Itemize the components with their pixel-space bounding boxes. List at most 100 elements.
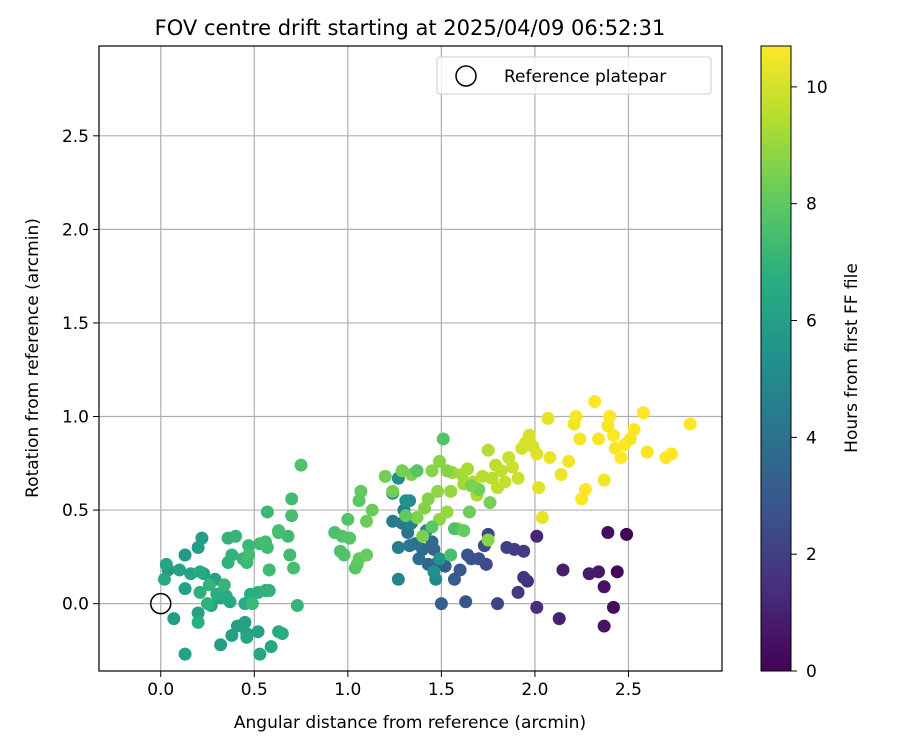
data-point (386, 484, 400, 498)
legend-marker-icon (455, 65, 477, 87)
colorbar-tick-label: 6 (806, 312, 817, 332)
data-point (530, 447, 544, 461)
data-point (391, 540, 405, 554)
data-point (683, 417, 697, 431)
data-point (490, 597, 504, 611)
y-tick-label: 0.5 (62, 501, 89, 521)
x-tick-label: 0.5 (241, 680, 268, 700)
data-point (610, 565, 624, 579)
data-point (614, 451, 628, 465)
data-point (193, 585, 207, 599)
x-tick-label: 1.5 (428, 680, 455, 700)
data-point (432, 454, 446, 468)
data-point (554, 468, 568, 482)
data-point (606, 600, 620, 614)
data-point (425, 464, 439, 478)
y-tick-label: 2.0 (62, 220, 89, 240)
data-point (562, 454, 576, 468)
data-point (403, 539, 417, 553)
x-tick-label: 0.0 (147, 680, 174, 700)
data-point (157, 572, 171, 586)
data-point (365, 503, 379, 517)
data-point (481, 443, 495, 457)
data-point (453, 563, 467, 577)
data-point (461, 548, 475, 562)
data-point (399, 494, 413, 508)
data-point (431, 484, 445, 498)
data-point (201, 597, 215, 611)
colorbar-label: Hours from first FF file (842, 263, 862, 453)
y-tick-label: 0.0 (62, 595, 89, 615)
data-points (157, 395, 697, 661)
data-point (425, 520, 439, 534)
data-point (217, 578, 231, 592)
data-point (264, 640, 278, 654)
data-point (627, 423, 641, 437)
legend-label: Reference platepar (504, 67, 666, 87)
data-point (459, 595, 473, 609)
data-point (412, 552, 426, 566)
data-point (225, 628, 239, 642)
data-point (251, 625, 265, 639)
data-point (578, 482, 592, 496)
data-point (464, 479, 478, 493)
data-point (178, 647, 192, 661)
legend: Reference platepar (436, 56, 712, 95)
data-point (360, 548, 374, 562)
data-point (532, 481, 546, 495)
data-point (343, 531, 357, 545)
data-point (193, 565, 207, 579)
data-point (603, 410, 617, 424)
data-point (494, 464, 508, 478)
data-point (399, 509, 413, 523)
data-point (275, 627, 289, 641)
data-point (378, 469, 392, 483)
data-point (522, 428, 536, 442)
data-point (172, 563, 186, 577)
data-point (191, 615, 205, 629)
colorbar-tick-label: 0 (806, 662, 817, 682)
data-point (341, 512, 355, 526)
data-point (178, 548, 192, 562)
data-point (573, 432, 587, 446)
data-point (588, 395, 602, 409)
data-point (500, 540, 514, 554)
data-point (260, 505, 274, 519)
data-point (167, 612, 181, 626)
data-point (410, 464, 424, 478)
data-point (447, 572, 461, 586)
data-point (294, 458, 308, 472)
data-point (262, 563, 276, 577)
x-axis-ticks: 0.0 0.5 1.0 1.5 2.0 2.5 (147, 671, 642, 700)
data-point (225, 548, 239, 562)
x-tick-label: 2.5 (615, 680, 642, 700)
data-point (210, 587, 224, 601)
data-point (178, 582, 192, 596)
data-point (664, 447, 678, 461)
data-point (238, 615, 252, 629)
data-point (592, 432, 606, 446)
y-axis-label: Rotation from reference (arcmin) (23, 218, 43, 498)
data-point (242, 539, 256, 553)
x-axis-label: Angular distance from reference (arcmin) (234, 713, 586, 733)
data-point (640, 445, 654, 459)
data-point (354, 484, 368, 498)
data-point (191, 606, 205, 620)
colorbar: 0 2 4 6 8 10 Hours from first FF file (760, 45, 862, 682)
data-point (386, 514, 400, 528)
data-point (245, 597, 259, 611)
data-point (416, 529, 430, 543)
data-point (262, 584, 276, 598)
data-point (287, 561, 301, 575)
colorbar-tick-label: 4 (806, 428, 817, 448)
data-point (597, 473, 611, 487)
colorbar-tick-label: 2 (806, 545, 817, 565)
data-point (432, 552, 446, 566)
data-point (552, 612, 566, 626)
data-point (457, 524, 471, 538)
data-point (253, 647, 267, 661)
data-point (582, 567, 596, 581)
data-point (606, 428, 620, 442)
